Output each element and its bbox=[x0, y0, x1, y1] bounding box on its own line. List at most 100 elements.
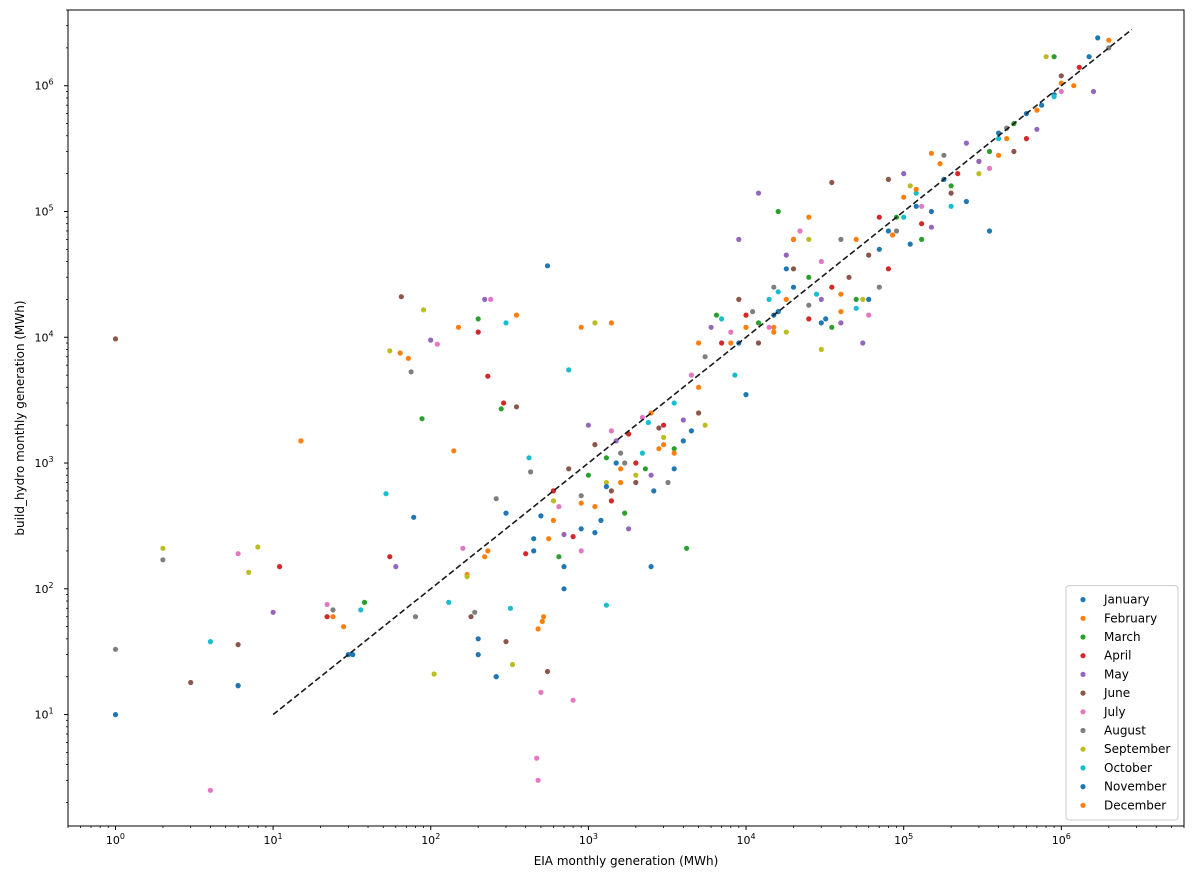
data-point bbox=[498, 406, 504, 412]
data-point bbox=[475, 316, 481, 322]
series-august bbox=[112, 45, 1112, 652]
series-may bbox=[270, 88, 1097, 615]
data-point bbox=[578, 324, 584, 330]
data-point bbox=[608, 320, 615, 326]
data-point bbox=[680, 417, 686, 423]
legend-item: March bbox=[1080, 630, 1141, 644]
legend-item: October bbox=[1080, 761, 1152, 775]
data-point bbox=[937, 161, 943, 167]
data-point bbox=[671, 450, 677, 456]
legend-label: July bbox=[1103, 705, 1126, 719]
data-point bbox=[755, 320, 762, 326]
data-point bbox=[976, 171, 982, 177]
data-point bbox=[996, 136, 1002, 142]
data-point bbox=[665, 479, 671, 486]
data-point bbox=[460, 545, 466, 551]
data-point bbox=[948, 203, 954, 209]
data-points-layer bbox=[112, 35, 1112, 793]
legend-marker bbox=[1080, 634, 1086, 640]
data-point bbox=[538, 689, 544, 696]
data-point bbox=[901, 171, 907, 177]
legend-item: November bbox=[1080, 780, 1166, 794]
data-point bbox=[188, 679, 194, 686]
series-november bbox=[235, 35, 1101, 689]
data-point bbox=[633, 472, 639, 478]
data-point bbox=[509, 661, 516, 668]
legend-label: June bbox=[1103, 686, 1130, 700]
data-point bbox=[783, 329, 789, 335]
data-point bbox=[890, 232, 896, 238]
data-point bbox=[838, 309, 844, 315]
data-point bbox=[813, 291, 820, 297]
data-point bbox=[986, 165, 993, 171]
data-point bbox=[688, 372, 695, 378]
data-point bbox=[963, 140, 970, 146]
y-tick-label: 103 bbox=[34, 455, 53, 470]
data-point bbox=[488, 296, 494, 302]
data-point bbox=[696, 384, 702, 390]
series-february bbox=[298, 37, 1112, 632]
x-tick-label: 103 bbox=[579, 832, 598, 847]
data-point bbox=[651, 488, 657, 494]
legend-label: February bbox=[1104, 611, 1157, 625]
data-point bbox=[503, 510, 509, 516]
data-point bbox=[207, 639, 213, 645]
data-point bbox=[708, 324, 714, 330]
data-point bbox=[330, 607, 336, 613]
data-point bbox=[976, 158, 982, 164]
legend-marker bbox=[1080, 690, 1086, 696]
series-april bbox=[277, 64, 1082, 620]
data-point bbox=[270, 609, 276, 615]
data-point bbox=[507, 605, 513, 611]
data-point bbox=[493, 496, 499, 502]
data-point bbox=[341, 624, 347, 630]
y-tick-label: 102 bbox=[34, 581, 53, 596]
data-point bbox=[860, 296, 866, 302]
data-point bbox=[829, 324, 835, 330]
data-point bbox=[608, 428, 615, 434]
data-point bbox=[829, 179, 835, 186]
data-point bbox=[513, 312, 520, 318]
legend-marker bbox=[1080, 615, 1086, 621]
data-point bbox=[783, 296, 789, 302]
data-point bbox=[513, 404, 520, 410]
data-point bbox=[383, 491, 389, 497]
y-tick-label: 104 bbox=[34, 329, 53, 344]
data-point bbox=[160, 545, 166, 551]
data-point bbox=[561, 586, 567, 592]
data-point bbox=[901, 214, 907, 220]
data-point bbox=[633, 479, 639, 486]
x-tick-label: 105 bbox=[894, 832, 913, 847]
data-point bbox=[907, 183, 913, 189]
data-point bbox=[556, 504, 562, 510]
data-point bbox=[618, 466, 624, 472]
data-point bbox=[622, 510, 628, 516]
data-point bbox=[1051, 54, 1057, 60]
data-point bbox=[876, 214, 882, 220]
data-point bbox=[566, 367, 572, 373]
data-point bbox=[622, 460, 628, 466]
data-point bbox=[919, 236, 925, 242]
data-point bbox=[405, 355, 411, 361]
data-point bbox=[626, 526, 632, 532]
data-point bbox=[736, 296, 742, 302]
data-point bbox=[913, 203, 919, 209]
legend-marker bbox=[1080, 597, 1086, 603]
data-point bbox=[783, 266, 789, 272]
data-point bbox=[696, 340, 702, 346]
data-point bbox=[928, 208, 935, 215]
data-point bbox=[941, 152, 947, 158]
data-point bbox=[398, 294, 404, 300]
x-tick-label: 106 bbox=[1052, 832, 1071, 847]
data-point bbox=[412, 614, 419, 620]
data-point bbox=[503, 639, 509, 645]
data-point bbox=[544, 668, 551, 675]
data-point bbox=[578, 500, 584, 506]
data-point bbox=[702, 422, 708, 428]
data-point bbox=[633, 460, 639, 466]
data-point bbox=[829, 284, 835, 290]
legend-item: January bbox=[1080, 593, 1150, 607]
data-point bbox=[755, 340, 762, 346]
data-point bbox=[1058, 73, 1064, 79]
data-point bbox=[493, 674, 499, 680]
